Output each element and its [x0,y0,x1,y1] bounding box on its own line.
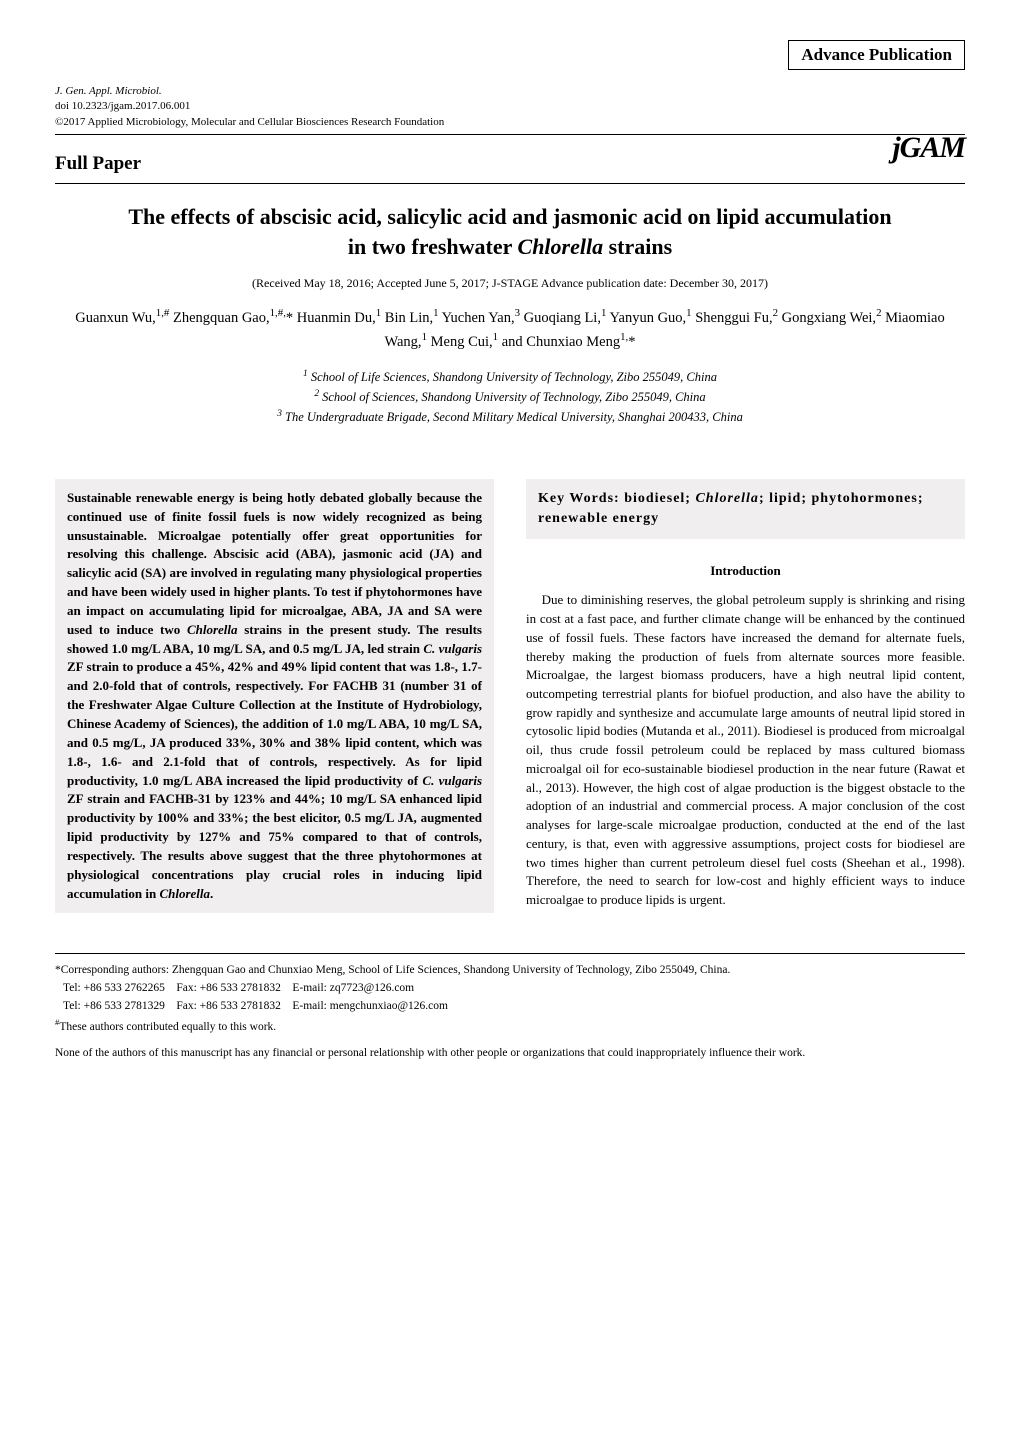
contact-line-2: Tel: +86 533 2781329 Fax: +86 533 278183… [55,998,965,1016]
journal-copyright: ©2017 Applied Microbiology, Molecular an… [55,115,965,130]
introduction-heading: Introduction [526,563,965,579]
top-rule [55,134,965,135]
affiliations-list: 1 School of Life Sciences, Shandong Univ… [55,367,965,427]
right-column: Key Words: biodiesel; Chlorella; lipid; … [526,479,965,914]
journal-info-block: J. Gen. Appl. Microbiol. doi 10.2323/jga… [55,84,965,130]
contact-line-1: Tel: +86 533 2762265 Fax: +86 533 278183… [55,980,965,998]
corresponding-authors-line: *Corresponding authors: Zhengquan Gao an… [55,962,965,980]
abstract-box: Sustainable renewable energy is being ho… [55,479,494,914]
advance-publication-badge: Advance Publication [788,40,965,70]
jgam-logo: jGAM [892,131,965,165]
introduction-paragraph: Due to diminishing reserves, the global … [526,591,965,909]
equal-contribution-note: #These authors contributed equally to th… [55,1016,965,1037]
two-column-layout: Sustainable renewable energy is being ho… [55,479,965,914]
footer-block: *Corresponding authors: Zhengquan Gao an… [55,962,965,1062]
keywords-box: Key Words: biodiesel; Chlorella; lipid; … [526,479,965,540]
article-type-label: Full Paper [55,153,965,175]
left-column: Sustainable renewable energy is being ho… [55,479,494,914]
received-dates: (Received May 18, 2016; Accepted June 5,… [55,276,965,291]
journal-doi: doi 10.2323/jgam.2017.06.001 [55,99,965,114]
journal-name: J. Gen. Appl. Microbiol. [55,84,965,99]
footer-rule [55,953,965,954]
conflict-of-interest: None of the authors of this manuscript h… [55,1045,965,1063]
paper-title: The effects of abscisic acid, salicylic … [55,202,965,261]
authors-list: Guanxun Wu,1,# Zhengquan Gao,1,#,* Huanm… [55,305,965,354]
second-rule [55,183,965,184]
